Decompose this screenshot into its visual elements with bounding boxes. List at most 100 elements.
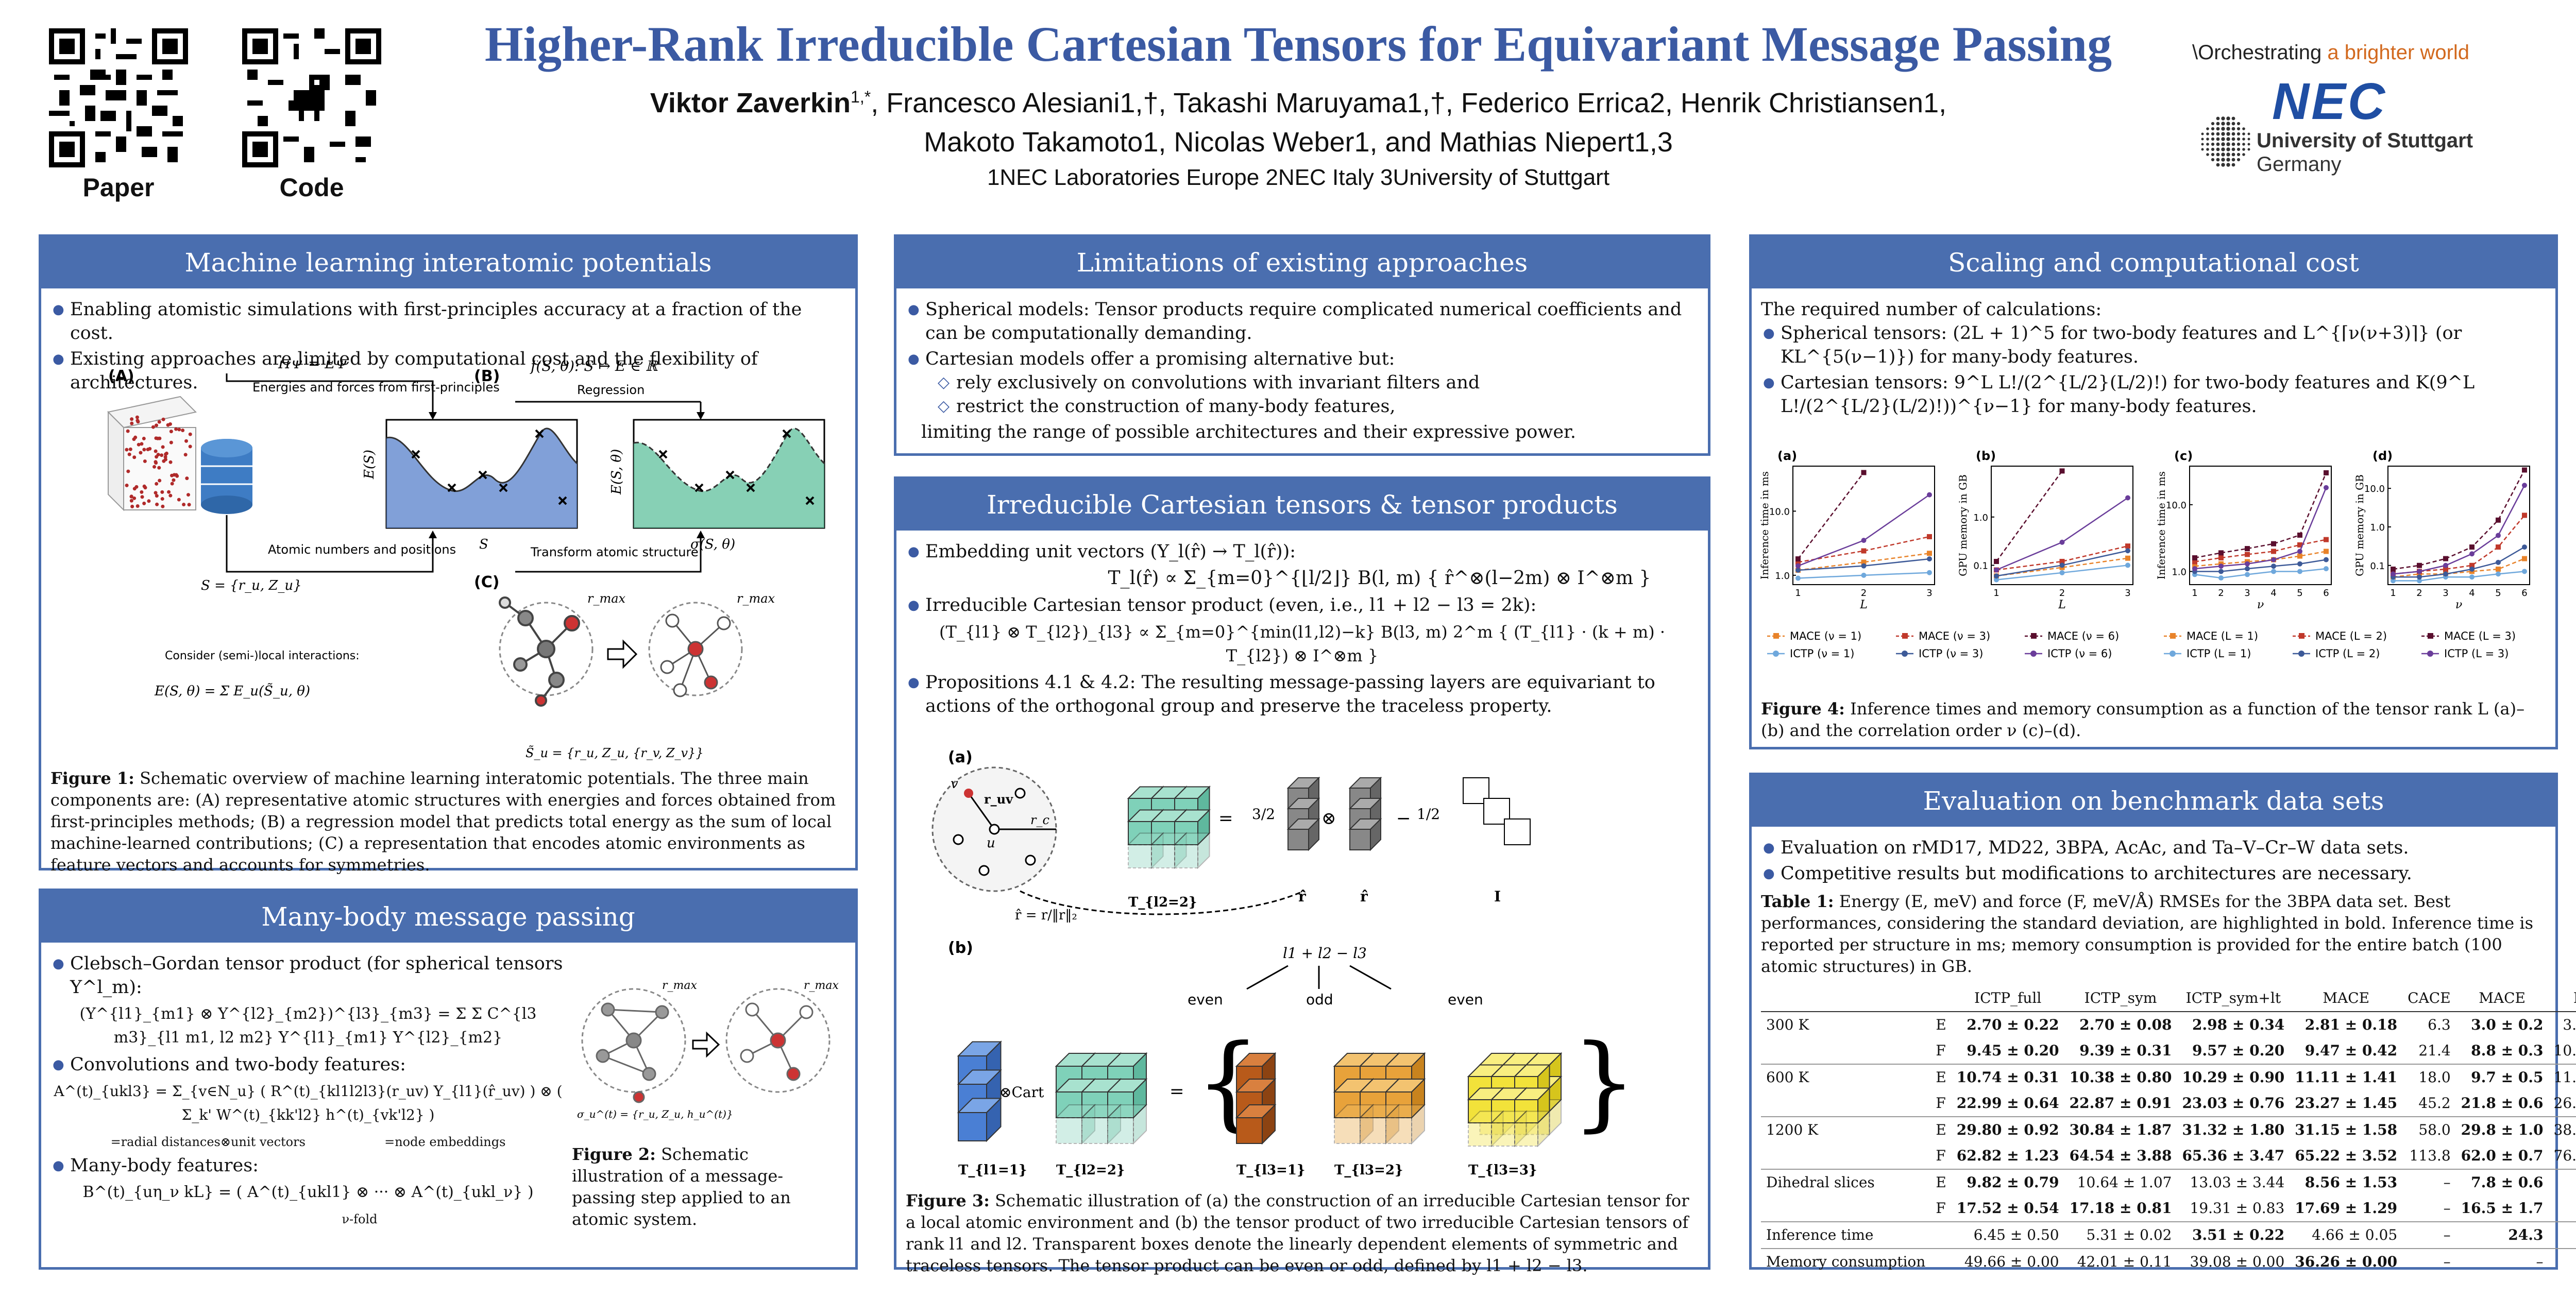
y-tick: 0.1 bbox=[1973, 560, 1988, 571]
table-cell: – bbox=[2402, 1169, 2456, 1195]
eval-bullets: Evaluation on rMD17, MD22, 3BPA, AcAc, a… bbox=[1761, 836, 2546, 885]
panel-mlip: Machine learning interatomic potentials … bbox=[39, 234, 858, 875]
data-point bbox=[2443, 556, 2448, 561]
atom-dot bbox=[154, 449, 158, 453]
data-point bbox=[2125, 548, 2130, 554]
fig1-arrow-top bbox=[226, 373, 434, 415]
atom-dot bbox=[167, 490, 171, 494]
fig4-caption-label: Figure 4: bbox=[1761, 699, 1845, 719]
data-point bbox=[2496, 567, 2501, 572]
logo-dot bbox=[2242, 143, 2245, 146]
tensor-cell-side bbox=[1537, 1110, 1550, 1148]
table-row: 300 K E 2.70 ± 0.22 2.70 ± 0.08 2.98 ± 0.34 2… bbox=[1761, 1012, 2576, 1038]
atom-dot bbox=[125, 448, 129, 452]
atom-dot bbox=[146, 448, 150, 452]
table-cell: – bbox=[2443, 1200, 2451, 1217]
table-cell bbox=[1761, 1195, 1930, 1222]
y-tick: 1.0 bbox=[2370, 522, 2385, 533]
legend-marker bbox=[2170, 651, 2176, 657]
table-cell: 45.2 bbox=[2418, 1095, 2451, 1112]
mbmp-bullets-2: Convolutions and two-body features: bbox=[50, 1053, 566, 1077]
tensor-cell-side bbox=[1197, 832, 1210, 869]
fig3-out-2 bbox=[1333, 1052, 1426, 1145]
tensor-cell bbox=[1491, 1099, 1515, 1123]
table1-caption-text: Energy (E, meV) and force (F, meV/Å) RMS… bbox=[1761, 892, 2534, 976]
series-line bbox=[2194, 568, 2327, 579]
series-line bbox=[2194, 551, 2327, 567]
atom-dot bbox=[187, 503, 191, 507]
fig3-atom-4 bbox=[978, 865, 990, 876]
legend-entry: ICTP (ν = 6) bbox=[2025, 647, 2112, 660]
logo-dot bbox=[2242, 153, 2245, 156]
data-point bbox=[2059, 468, 2065, 474]
data-point bbox=[2297, 553, 2302, 559]
table-cell: F bbox=[1936, 1147, 1946, 1164]
logo-dot bbox=[2216, 137, 2220, 141]
table-cell: 23.27 ± 1.45 bbox=[2295, 1095, 2398, 1112]
table-header: MACE bbox=[2290, 985, 2403, 1012]
logo-dot bbox=[2236, 147, 2241, 151]
panel-mlip-body: Enabling atomistic simulations with firs… bbox=[41, 288, 855, 406]
ict-bullet-1: Embedding unit vectors (Y_l(r̂) → T_l(r̂… bbox=[908, 540, 1699, 563]
mbmp-underbrace-2: =node embeddings bbox=[384, 1135, 506, 1149]
data-point bbox=[2271, 541, 2276, 546]
table-cell: 23.03 ± 0.76 bbox=[2182, 1095, 2285, 1112]
atom-dot bbox=[174, 427, 178, 431]
data-point bbox=[2496, 544, 2501, 550]
fig1-arrowhead-4 bbox=[697, 531, 705, 538]
logo-dot bbox=[2216, 127, 2220, 131]
fig1-energies: Energies and forces from first-principle… bbox=[252, 380, 500, 395]
figure-1: (A) ĤΨ = EΨ Energies and forces from fir… bbox=[107, 361, 825, 760]
table-cell: 49.66 ± 0.00 bbox=[1951, 1248, 2064, 1275]
tensor-cell bbox=[1491, 1122, 1515, 1147]
series-line bbox=[1996, 545, 2128, 571]
table-cell: – bbox=[2548, 1248, 2576, 1275]
table-cell: 29.8 ± 1.0 bbox=[2455, 1116, 2549, 1143]
table-row: 600 K E 10.74 ± 0.31 10.38 ± 0.80 10.29 ± 0.… bbox=[1761, 1064, 2576, 1090]
logo-dot bbox=[2236, 152, 2241, 157]
atom-dot bbox=[155, 423, 159, 428]
mbmp-bullets-3: Many-body features: bbox=[50, 1154, 566, 1177]
table-cell: 3.51 ± 0.22 bbox=[2177, 1221, 2290, 1249]
fig3-rhat-col-2 bbox=[1348, 776, 1382, 851]
qr-code-code[interactable] bbox=[242, 28, 381, 167]
qr-code-paper[interactable] bbox=[49, 28, 188, 167]
atom-dot bbox=[129, 494, 133, 499]
table-cell: 7.8 ± 0.6 bbox=[2455, 1169, 2549, 1195]
y-tick: 1.0 bbox=[1973, 513, 1988, 523]
atom-dot bbox=[169, 440, 173, 445]
legend-label: ICTP (L = 3) bbox=[2444, 647, 2509, 660]
logo-dot bbox=[2206, 132, 2209, 135]
mbmp-bullets: Clebsch–Gordan tensor product (for spher… bbox=[50, 952, 566, 999]
fig3-o3-label: T_{l3=3} bbox=[1468, 1163, 1537, 1178]
tensor-cell-side bbox=[1514, 1110, 1527, 1148]
fig1-regression: Regression bbox=[577, 383, 645, 397]
qr-paper-graphic bbox=[49, 28, 188, 167]
atom-dot bbox=[142, 484, 146, 488]
fig1-crosses bbox=[411, 429, 567, 505]
legend-marker bbox=[2298, 651, 2304, 657]
fig3-o1-label: T_{l3=1} bbox=[1236, 1163, 1306, 1178]
atom-dot bbox=[130, 504, 134, 508]
atom-dot bbox=[132, 496, 137, 500]
logo-dot bbox=[2201, 132, 2204, 135]
table-cell: 21.8 ± 0.6 bbox=[2461, 1095, 2544, 1112]
fig1-label-b: (B) bbox=[474, 367, 500, 385]
table1-caption-label: Table 1: bbox=[1761, 892, 1834, 911]
y-label: Inference time in ms bbox=[1758, 471, 1771, 579]
fig1-fit-curve bbox=[633, 428, 825, 492]
x-label: ν bbox=[2257, 599, 2264, 611]
table-cell: 17.52 ± 0.54 bbox=[1956, 1200, 2059, 1217]
table-cell: 4.66 ± 0.05 bbox=[2290, 1221, 2403, 1249]
legend-marker bbox=[1773, 651, 1779, 657]
data-point bbox=[1927, 556, 1932, 562]
logo-dot bbox=[2226, 142, 2230, 146]
data-point bbox=[2443, 567, 2448, 572]
panel-eval-title: Evaluation on benchmark data sets bbox=[1752, 775, 2555, 827]
data-point bbox=[2522, 513, 2527, 518]
table-header bbox=[1761, 985, 1931, 1012]
fig3-even-2: even bbox=[1448, 991, 1483, 1008]
scaling-bullet-1: Spherical tensors: (2L + 1)^5 for two-bo… bbox=[1763, 321, 2546, 369]
series-line bbox=[1995, 470, 2063, 562]
series-line bbox=[1798, 472, 1865, 559]
